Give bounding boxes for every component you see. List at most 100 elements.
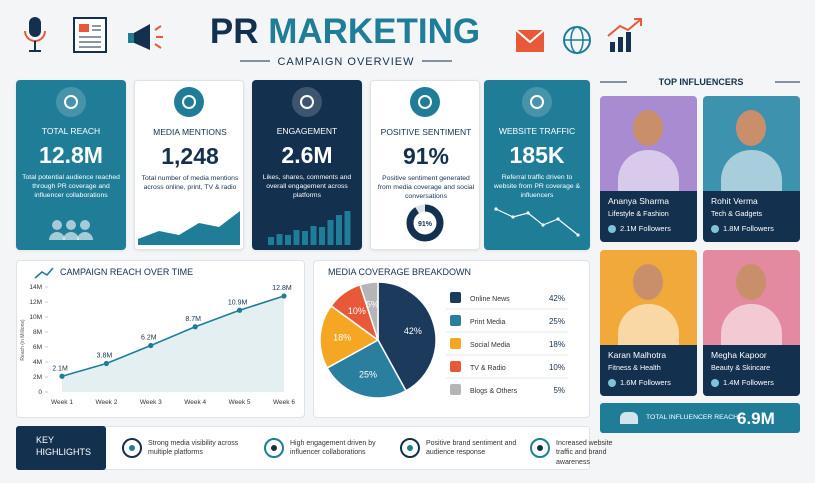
- legend-label: Online News: [470, 296, 510, 303]
- x-tick-label: Week 2: [95, 399, 117, 406]
- pie-slice: [377, 281, 437, 392]
- chart-title: MEDIA COVERAGE BREAKDOWN: [328, 267, 471, 277]
- line-dot: [511, 215, 515, 219]
- total-label: TOTAL INFLUENCER REACH: [646, 414, 739, 421]
- slice-label: 5%: [366, 299, 379, 309]
- influencer-followers: 1.6M Followers: [620, 378, 671, 387]
- kpi-icon: [56, 87, 86, 117]
- x-tick-label: Week 4: [184, 399, 206, 406]
- kpi-label: ENGAGEMENT: [276, 126, 338, 136]
- section-title: TOP INFLUENCERS: [659, 77, 744, 87]
- legend-icon: [450, 338, 461, 349]
- value-label: 3.8M: [97, 353, 113, 360]
- people-icon: [52, 220, 62, 230]
- value-label: 8.7M: [185, 316, 201, 323]
- megaphone-icon: [128, 24, 163, 50]
- kpi-icon: [410, 87, 440, 117]
- reach-point: [237, 307, 243, 313]
- x-tick-label: Week 3: [140, 399, 162, 406]
- slice-label: 18%: [333, 333, 351, 343]
- reach-point: [148, 342, 154, 349]
- legend-icon: [450, 384, 461, 395]
- legend-value: 5%: [553, 386, 565, 395]
- highlight-text: Strong media visibility across multiple …: [148, 440, 239, 457]
- news-icon: [73, 17, 107, 53]
- chart-title: CAMPAIGN REACH OVER TIME: [60, 267, 193, 277]
- line-dot: [541, 223, 545, 227]
- highlight-icon: [264, 438, 284, 458]
- photo-body: [721, 304, 782, 349]
- legend-label: Print Media: [470, 319, 506, 326]
- value-label: 2.1M: [52, 365, 68, 372]
- kpi-desc: Total number of media mentions across on…: [141, 175, 239, 191]
- highlight-text: Increased website traffic and brand awar…: [556, 440, 613, 466]
- followers-icon: [608, 379, 616, 387]
- highlight-icon: [271, 445, 277, 451]
- line-dot: [494, 207, 498, 211]
- kpi-icon-glyph: [530, 95, 544, 109]
- highlight-icon: [400, 438, 420, 458]
- bar-decoration: [268, 237, 274, 245]
- legend-label: TV & Radio: [470, 365, 506, 372]
- bar-decoration: [319, 227, 325, 245]
- reach-area: [62, 296, 284, 392]
- donut-arc: [406, 204, 444, 242]
- kpi-icon-glyph: [182, 95, 196, 109]
- bar-decoration: [310, 226, 317, 245]
- total-icon: [620, 412, 638, 424]
- influencer-card: Karan Malhotra Fitness & Health 1.6M Follo…: [600, 250, 697, 396]
- pie-slice: [319, 304, 380, 369]
- kpi-desc: Likes, shares, comments and overall enga…: [262, 174, 352, 199]
- bar-decoration: [302, 231, 308, 245]
- influencer-photo: [600, 96, 697, 195]
- bar-decoration: [327, 220, 334, 245]
- reach-point: [192, 324, 198, 330]
- influencer-followers: 1.8M Followers: [723, 224, 774, 233]
- slice-label: 25%: [359, 370, 377, 380]
- highlight-icon: [530, 438, 550, 458]
- area-decoration: [138, 211, 240, 245]
- kpi-icon-glyph: [418, 95, 432, 109]
- influencer-name: Rohit Verma: [711, 196, 758, 206]
- kpi-value: 185K: [509, 142, 565, 168]
- highlights-title: KEY HIGHLIGHTS: [16, 426, 106, 470]
- kpi-icon: [174, 87, 204, 117]
- bar-decoration: [336, 215, 342, 245]
- influencer-photo: [703, 96, 800, 195]
- total-value: 6.9M: [737, 409, 775, 428]
- influencer-category: Fitness & Health: [608, 363, 661, 372]
- reach-line: [61, 295, 285, 378]
- influencer-category: Beauty & Skincare: [711, 363, 771, 372]
- influencer-photo: [703, 250, 800, 349]
- kpi-label: MEDIA MENTIONS: [153, 127, 227, 137]
- highlight-text: Positive brand sentiment and audience re…: [426, 440, 517, 457]
- pie-slice: [326, 338, 407, 399]
- kpi-desc: Positive sentiment generated from media …: [377, 175, 475, 200]
- y-tick-label: 14M: [29, 284, 42, 291]
- title-part: MARKETING: [268, 12, 480, 51]
- reach-point: [59, 373, 65, 379]
- reach-point: [103, 360, 109, 367]
- highlight-icon: [122, 438, 142, 458]
- influencer-info: Ananya Sharma Lifestyle & Fashion 2.1M Fol…: [600, 191, 697, 242]
- kpi-icon: [522, 87, 552, 117]
- y-tick-label: 4M: [33, 359, 42, 366]
- y-tick-label: 10M: [29, 314, 42, 321]
- kpi-icon: [292, 87, 322, 117]
- highlights-bar: [16, 426, 590, 470]
- slice-label: 42%: [404, 326, 422, 336]
- followers-icon: [711, 225, 719, 233]
- x-tick-label: Week 5: [229, 399, 251, 406]
- y-tick-label: 0: [38, 389, 42, 396]
- influencer-category: Lifestyle & Fashion: [608, 209, 669, 218]
- kpi-icon-glyph: [300, 95, 314, 109]
- growth-icon: [607, 18, 642, 52]
- people-icon: [77, 232, 93, 240]
- legend-value: 18%: [549, 340, 565, 349]
- reach-point: [281, 293, 287, 299]
- legend-icon: [450, 361, 461, 372]
- globe-icon: [563, 26, 591, 54]
- kpi-icon-glyph: [64, 95, 78, 109]
- legend-value: 42%: [549, 294, 565, 303]
- value-label: 12.8M: [272, 285, 292, 292]
